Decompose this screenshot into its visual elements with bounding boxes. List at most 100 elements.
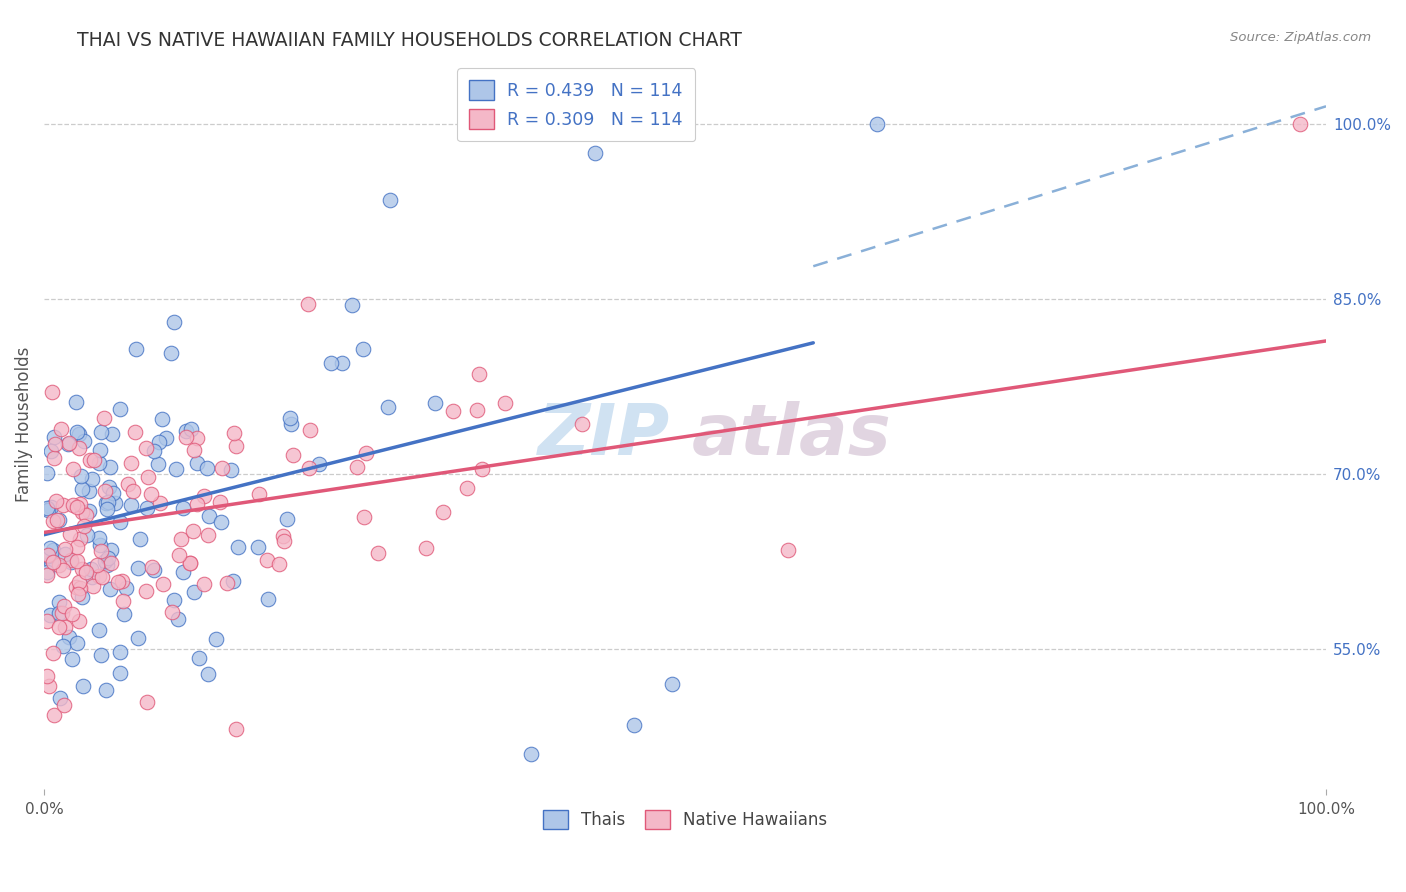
Point [48,607,70,621]
Point [112,607,135,622]
Point [51,607,73,621]
Point [571,417,593,432]
Point [101,427,124,442]
Point [53,547,76,561]
Point [60,652,83,666]
Point [48,620,70,634]
Point [45,494,67,508]
Point [278,410,301,425]
Point [661,677,683,691]
Point [471,462,494,476]
Point [62,462,84,476]
Point [180,422,202,436]
Point [163,315,186,329]
Point [80,562,103,576]
Point [39,500,62,514]
Point [48,595,70,609]
Point [60,607,83,621]
Point [41,385,63,400]
Point [179,556,201,570]
Point [38,607,60,622]
Point [38,679,60,693]
Point [623,718,645,732]
Point [183,442,205,457]
Point [186,456,208,470]
Point [165,462,187,476]
Point [135,442,157,456]
Point [1289,117,1312,131]
Point [127,561,149,575]
Point [90,544,112,558]
Text: Source: ZipAtlas.com: Source: ZipAtlas.com [1230,31,1371,45]
Point [72,679,94,693]
Point [186,497,208,511]
Point [98,582,121,596]
Point [256,553,278,567]
Point [35,500,58,515]
Point [352,343,374,357]
Point [70,590,93,604]
Point [197,528,219,542]
Point [222,574,245,589]
Point [340,298,363,312]
Point [66,425,89,439]
Point [42,646,65,660]
Point [65,580,87,594]
Point [108,402,131,417]
Point [138,470,160,484]
Point [53,620,76,634]
Point [367,546,389,560]
Point [170,532,193,546]
Point [181,524,204,539]
Point [89,538,111,552]
Point [276,512,298,526]
Point [42,542,65,557]
Point [69,581,91,595]
Point [67,587,90,601]
Point [94,483,117,498]
Point [39,541,62,556]
Point [93,410,115,425]
Point [53,698,76,712]
Point [583,146,606,161]
Point [97,550,120,565]
Point [299,423,322,437]
Point [193,576,215,591]
Point [96,558,118,573]
Point [139,487,162,501]
Point [48,558,70,572]
Point [67,574,90,589]
Point [87,456,110,470]
Point [69,469,91,483]
Point [280,417,302,431]
Point [179,556,201,570]
Point [146,457,169,471]
Point [866,117,889,131]
Point [100,542,122,557]
Text: THAI VS NATIVE HAWAIIAN FAMILY HOUSEHOLDS CORRELATION CHART: THAI VS NATIVE HAWAIIAN FAMILY HOUSEHOLD… [77,31,742,50]
Point [94,496,117,510]
Point [198,509,221,524]
Point [257,591,280,606]
Point [35,565,58,579]
Point [377,401,399,415]
Point [87,569,110,583]
Legend: Thais, Native Hawaiians: Thais, Native Hawaiians [536,803,834,836]
Point [79,452,101,467]
Point [205,632,228,647]
Point [49,422,72,436]
Point [441,404,464,418]
Point [465,403,488,417]
Point [66,636,89,650]
Point [187,651,209,665]
Point [42,450,65,465]
Point [67,426,90,441]
Point [127,631,149,645]
Point [267,558,290,572]
Point [79,503,101,517]
Point [98,460,121,475]
Point [150,412,173,426]
Point [97,495,120,509]
Point [35,614,58,628]
Point [124,425,146,440]
